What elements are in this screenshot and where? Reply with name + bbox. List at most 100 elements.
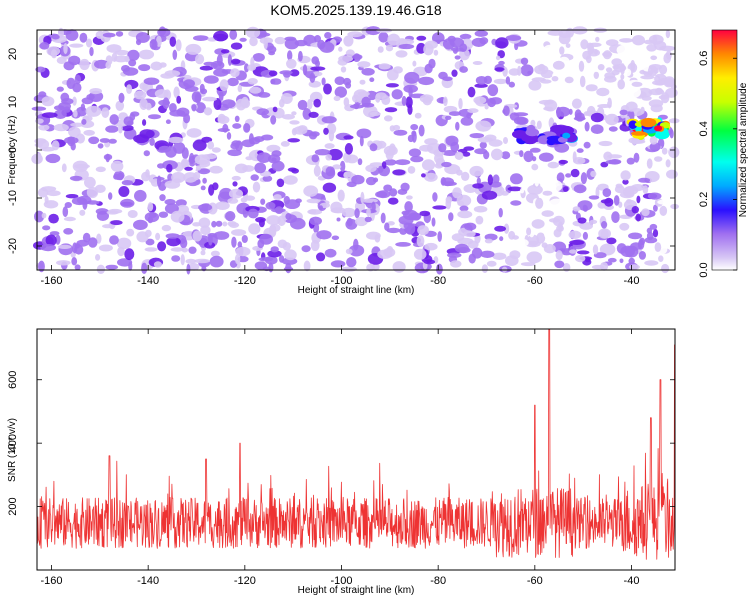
spectrogram-cell [410, 124, 419, 131]
spectrogram-cell [207, 141, 215, 150]
spectrogram-cell [156, 175, 162, 188]
spectrogram-cell [185, 258, 197, 264]
spectrogram-cell [245, 156, 253, 161]
spectrogram-cell [45, 234, 57, 247]
spectrogram-cell [371, 201, 376, 213]
spectrogram-cell [110, 220, 123, 226]
spectrogram-cell [72, 96, 77, 106]
spectrogram-cell [599, 243, 616, 256]
spectrogram-cell [374, 234, 381, 243]
spectrogram-cell [96, 264, 105, 274]
spectrogram-cell [503, 137, 508, 144]
spectrogram-y-label: Frequency (Hz) [7, 116, 18, 185]
spectrogram-cell [650, 55, 658, 61]
spectrogram-cell [585, 55, 592, 64]
spectrogram-cell [442, 76, 453, 82]
spectrogram-cell [192, 139, 207, 152]
spectrogram-cell [505, 255, 519, 266]
spectrogram-cell [108, 138, 117, 144]
spectrogram-cell [221, 99, 236, 109]
spectrogram-cell [340, 66, 347, 73]
spectrogram-cell [463, 146, 475, 151]
spectrogram-cell [543, 106, 554, 111]
spectrogram-cell [35, 118, 44, 124]
spectrogram-cell [416, 235, 425, 247]
spectrogram-cell [404, 71, 420, 84]
spectrogram-cell [619, 38, 634, 43]
spectrogram-cell [569, 240, 585, 245]
spectrogram-cell [96, 233, 102, 244]
spectrogram-cell [486, 260, 497, 267]
spectrogram-cell [592, 244, 599, 255]
spectrogram-cell [315, 60, 320, 67]
spectrogram-cell [254, 261, 268, 270]
spectrogram-cell [324, 32, 332, 39]
spectrogram-cell [580, 39, 589, 50]
spectrogram-cell [395, 50, 408, 58]
spectrogram-cell [102, 224, 114, 229]
spectrogram-cell [473, 96, 487, 104]
spectrogram-cell [481, 264, 488, 273]
spectrogram-cell [648, 99, 664, 108]
spectrogram-cell [64, 202, 73, 208]
spectrogram-cell [268, 70, 278, 77]
spectrogram-cell [603, 50, 612, 60]
spectrogram-cell [142, 119, 147, 126]
spectrogram-cell [665, 29, 671, 39]
spectrogram-cell [270, 115, 277, 125]
spectrogram-cell [481, 190, 498, 200]
spectrogram-cell [558, 159, 568, 165]
spectrogram-cell [649, 223, 658, 230]
spectrogram-cell [523, 150, 534, 163]
spectrogram-cell [195, 102, 206, 114]
spectrogram-cell [535, 103, 545, 110]
spectrogram-cell [65, 194, 79, 199]
spectrogram-cell [529, 147, 541, 153]
spectrogram-cell [441, 181, 457, 186]
spectrogram-cell [331, 235, 340, 241]
spectrogram-cell [514, 42, 519, 51]
spectrogram-cell [464, 222, 477, 231]
spectrogram-cell [535, 197, 544, 209]
spectrogram-cell [201, 266, 207, 272]
spectrogram-cell [520, 262, 536, 267]
spectrogram-cell [72, 242, 78, 254]
spectrogram-cell [602, 188, 612, 198]
spectrogram-cell [448, 212, 454, 222]
spectrogram-cell [554, 260, 565, 269]
spectrogram-cell [69, 175, 83, 181]
spectrogram-cell [234, 115, 240, 123]
spectrogram-feature-cell [550, 125, 565, 133]
spectrogram-cell [386, 227, 401, 234]
spectrogram-cell [188, 263, 200, 271]
spectrogram-cell [612, 64, 620, 70]
spectrogram-cell [235, 246, 251, 257]
snr-x-tick-label: -100 [330, 575, 352, 587]
spectrogram-cell [364, 216, 372, 223]
spectrogram-cell [148, 114, 161, 120]
colorbar-frame [711, 29, 738, 271]
spectrogram-cell [236, 103, 242, 108]
spectrogram-cell [110, 160, 124, 172]
spectrogram-cell [127, 49, 140, 61]
spectrogram-feature-cell [640, 117, 657, 128]
spectrogram-cell [661, 263, 670, 274]
spectrogram-cell [313, 98, 322, 108]
spectrogram-cell [279, 70, 293, 75]
spectrogram-cell [568, 230, 582, 239]
spectrogram-cell [94, 59, 109, 69]
spectrogram-cell [219, 187, 233, 200]
spectrogram-cell [188, 246, 197, 254]
spectrogram-cell [398, 43, 415, 50]
spectrogram-cell [503, 223, 510, 234]
spectrogram-cell [585, 257, 591, 263]
spectrogram-cell [130, 111, 140, 117]
spectrogram-cell [210, 250, 220, 257]
spectrogram-cell [58, 102, 71, 111]
spectrogram-cell [474, 148, 488, 155]
spectrogram-cell [536, 120, 542, 130]
spectrogram-cell [488, 139, 503, 147]
spectrogram-feature-cell [628, 120, 638, 129]
spectrogram-cell [256, 152, 271, 164]
